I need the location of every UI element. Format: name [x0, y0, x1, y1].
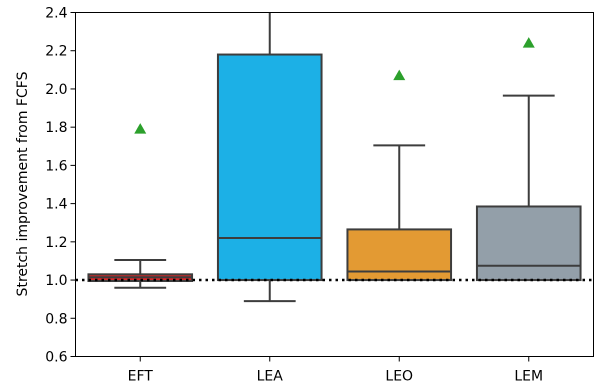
y-tick-label: 1.8	[45, 120, 67, 136]
y-tick-label: 2.2	[45, 44, 67, 60]
x-axis: EFT LEA LEO LEM	[128, 356, 543, 385]
mean-marker	[393, 69, 406, 81]
box-body	[475, 205, 582, 282]
box-body	[216, 53, 323, 282]
y-tick-label: 1.4	[45, 197, 67, 213]
box-eft	[87, 123, 194, 289]
y-tick-label: 2.0	[45, 82, 67, 98]
mean-marker	[522, 37, 535, 48]
y-tick-label: 1.2	[45, 235, 67, 251]
box-lem	[475, 37, 582, 282]
x-tick-label: LEA	[257, 369, 284, 385]
box-body	[346, 228, 453, 282]
y-tick-label: 2.4	[45, 6, 67, 22]
box-leo	[346, 69, 453, 282]
y-axis-label: Stretch improvement from FCFS	[15, 71, 31, 296]
y-tick-label: 0.6	[45, 350, 67, 366]
x-tick-label: LEO	[385, 369, 413, 385]
box-lea	[216, 12, 323, 303]
y-tick-label: 0.8	[45, 311, 67, 327]
y-tick-label: 1.0	[45, 273, 67, 289]
plot-layer	[75, 12, 594, 303]
x-tick-label: LEM	[514, 369, 543, 385]
mean-marker	[134, 123, 147, 134]
x-tick-label: EFT	[128, 369, 154, 385]
y-axis: 0.6 0.8 1.0 1.2 1.4 1.6 1.8 2.0 2.2 2.4	[45, 6, 76, 366]
y-tick-label: 1.6	[45, 158, 67, 174]
plot-frame	[75, 12, 594, 357]
